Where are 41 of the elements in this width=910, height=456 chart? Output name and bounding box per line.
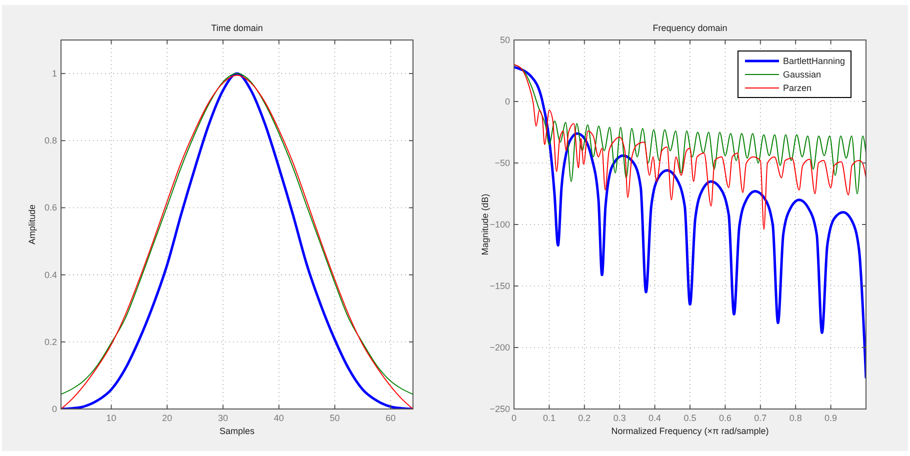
y-axis-title: Amplitude <box>27 204 37 245</box>
x-tick-label: 0.7 <box>754 413 767 423</box>
y-tick-label: 1 <box>52 68 57 79</box>
x-tick-label: 30 <box>218 413 228 423</box>
y-tick-label: −200 <box>490 342 510 352</box>
line-series <box>514 64 866 230</box>
legend-label: Parzen <box>783 83 812 93</box>
x-tick-label: 20 <box>162 413 172 423</box>
y-tick-label: −150 <box>490 281 510 291</box>
x-tick-label: 50 <box>330 413 340 423</box>
y-axis-title: Magnitude (dB) <box>480 194 490 256</box>
x-tick-label: 0.4 <box>648 413 662 423</box>
x-axis-title: Normalized Frequency (×π rad/sample) <box>611 426 769 436</box>
y-tick-label: −100 <box>490 220 510 230</box>
y-tick-label: 0.4 <box>44 270 57 280</box>
y-tick-label: 0 <box>504 96 510 106</box>
y-tick-label: −250 <box>490 404 510 414</box>
y-tick-label: 0.2 <box>44 336 57 347</box>
y-tick-label: 0.6 <box>44 202 57 213</box>
y-tick-label: −50 <box>494 158 510 168</box>
chart-title: Frequency domain <box>652 23 728 33</box>
chart-title: Time domain <box>211 23 263 33</box>
x-tick-label: 0.6 <box>718 413 732 423</box>
line-series <box>514 64 866 194</box>
x-tick-label: 40 <box>274 413 284 423</box>
y-tick-label: 0.8 <box>44 136 57 146</box>
x-axis-title: Samples <box>219 426 256 436</box>
legend-label: BartlettHanning <box>783 56 846 66</box>
x-tick-label: 10 <box>106 413 116 423</box>
x-tick-label: 60 <box>386 413 396 423</box>
x-tick-label: 0.5 <box>684 413 696 423</box>
x-tick-label: 0 <box>511 413 517 423</box>
line-series <box>514 66 866 380</box>
x-tick-label: 0.2 <box>578 413 591 423</box>
x-tick-label: 0.3 <box>613 413 626 423</box>
x-tick-label: 0.1 <box>542 413 556 423</box>
legend-label: Gaussian <box>783 70 822 80</box>
x-tick-label: 0.9 <box>824 413 838 423</box>
y-tick-label: 0 <box>52 404 57 414</box>
x-tick-label: 0.8 <box>789 413 802 423</box>
y-tick-label: 50 <box>500 35 510 45</box>
